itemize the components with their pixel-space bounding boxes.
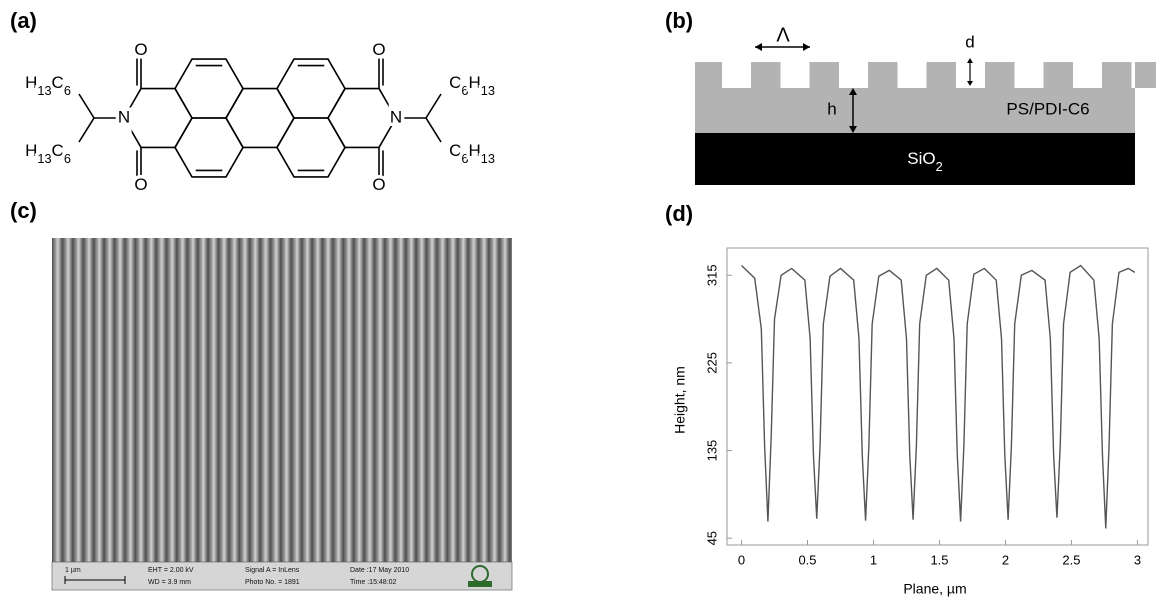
atom-label: H13C6 <box>25 141 71 165</box>
bond <box>78 93 95 119</box>
bond <box>425 117 442 143</box>
height-label: h <box>827 99 836 118</box>
y-tick-label: 315 <box>704 264 719 286</box>
substrate <box>695 133 1135 185</box>
molecule: O O O O N N H13C6 H13C6 C6H13 C6H13 <box>22 37 499 198</box>
x-tick-label: 2.5 <box>1062 552 1080 567</box>
depth-label: d <box>965 32 974 51</box>
schematic: Λ d h PS/PDI-C6 SiO2 <box>695 24 1156 185</box>
atom-label: O <box>372 175 385 194</box>
y-tick-label: 45 <box>704 531 719 545</box>
bond <box>425 93 442 119</box>
sem-image: 1 µm EHT = 2.00 kV WD = 3.9 mm Signal A … <box>51 238 513 591</box>
atom-label: C6H13 <box>449 141 495 165</box>
x-axis-title: Plane, µm <box>903 581 966 597</box>
atom-label: O <box>134 40 147 59</box>
ring <box>276 117 346 178</box>
sem-info: WD = 3.9 mm <box>148 579 191 586</box>
atom-label: C6H13 <box>449 73 495 97</box>
grating-film <box>695 62 1156 133</box>
y-tick-label: 225 <box>704 352 719 374</box>
ring <box>225 87 295 149</box>
scale-bar-label: 1 µm <box>65 567 81 574</box>
x-tick-label: 1 <box>870 552 877 567</box>
bond <box>78 117 95 143</box>
atom-label: N <box>118 107 130 126</box>
y-axis-title: Height, nm <box>672 366 688 434</box>
ring <box>327 87 397 149</box>
atom-label: H13C6 <box>25 73 71 97</box>
sem-info-bar <box>51 561 513 591</box>
atom-label: N <box>390 107 402 126</box>
plot-frame <box>726 247 1149 546</box>
x-tick-label: 2 <box>1002 552 1009 567</box>
panel-label: (d) <box>665 201 693 226</box>
panel-label: (b) <box>665 8 693 33</box>
film-label: PS/PDI-C6 <box>1006 99 1089 118</box>
period-label: Λ <box>776 24 790 46</box>
sem-info: EHT = 2.00 kV <box>148 567 194 574</box>
x-tick-label: 0.5 <box>798 552 816 567</box>
profile-line <box>741 264 1136 529</box>
profile-chart: Plane, µm Height, nm 45 135 225 315 0 0.5 1 1.5… <box>672 247 1149 597</box>
atom-label: O <box>372 40 385 59</box>
sem-info: Time :15:48:02 <box>350 579 397 586</box>
ring <box>174 58 244 119</box>
sem-info: Date :17 May 2010 <box>350 567 409 574</box>
ring <box>123 87 193 149</box>
logo <box>468 581 492 587</box>
sem-info: Photo No. = 1891 <box>245 579 300 586</box>
x-tick-label: 0 <box>738 552 745 567</box>
sem-grating <box>52 238 512 562</box>
sem-info: Signal A = InLens <box>245 567 300 574</box>
substrate-label: SiO2 <box>907 149 942 173</box>
x-tick-label: 3 <box>1134 552 1141 567</box>
ring <box>174 117 244 178</box>
x-tick-label: 1.5 <box>930 552 948 567</box>
panel-label: (c) <box>10 198 37 223</box>
panel-label: (a) <box>10 8 37 33</box>
ring <box>276 58 346 119</box>
y-tick-label: 135 <box>704 440 719 462</box>
atom-label: O <box>134 175 147 194</box>
